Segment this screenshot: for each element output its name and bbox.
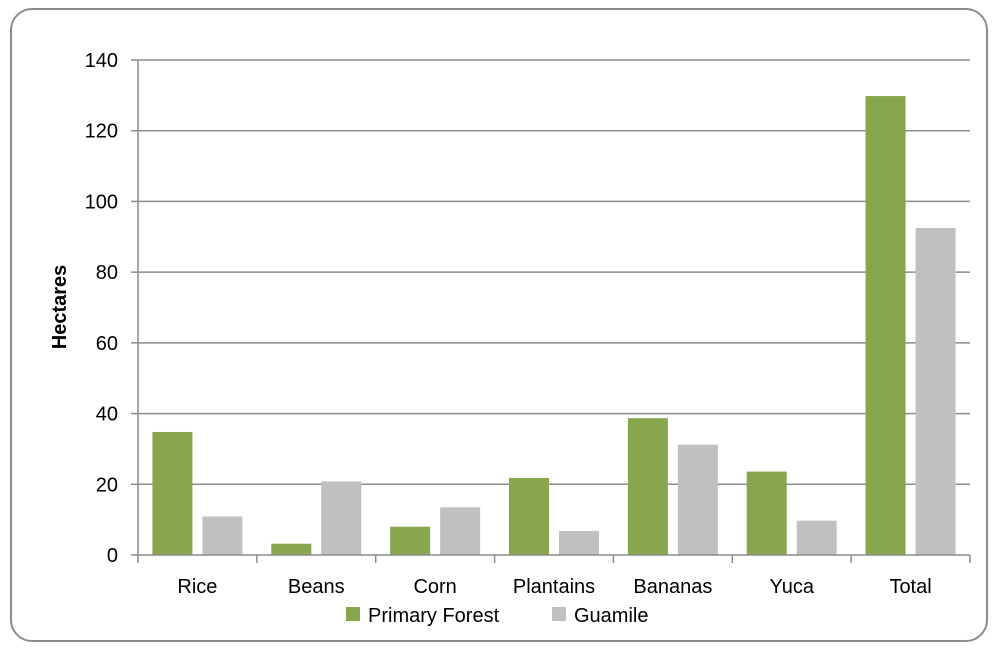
y-tick-label: 60 [96,333,118,355]
bar-primary-forest-rice [152,431,193,555]
y-tick-label: 0 [107,545,118,567]
y-tick-label: 80 [96,262,118,284]
x-tick-labels: Rice Beans Corn Plantains Bananas Yuca Total [177,576,931,598]
y-tick-label: 120 [85,121,118,143]
bar-guamile-beans [321,481,362,555]
y-axis-label: Hectares [49,265,71,350]
bar-guamile-yuca [796,520,837,555]
y-tick-label: 20 [96,474,118,496]
bar-primary-forest-beans [271,543,312,555]
legend-label: Guamile [574,605,648,627]
bar-guamile-rice [202,516,243,555]
legend-swatch [346,607,360,621]
x-tick-label: Bananas [633,576,712,598]
legend-swatch [552,607,566,621]
bars [152,96,956,556]
y-tick-labels: 0 20 40 60 80 100 120 140 [85,50,118,567]
x-tick-label: Beans [288,576,345,598]
y-tick-label: 140 [85,50,118,72]
bar-primary-forest-plantains [509,477,549,555]
x-tick-label: Total [889,576,931,598]
bar-primary-forest-corn [390,526,431,555]
legend-label: Primary Forest [368,605,500,627]
bar-guamile-plantains [559,530,599,555]
x-tick-label: Corn [413,576,456,598]
x-tick-label: Yuca [769,576,814,598]
x-tick-label: Plantains [513,576,595,598]
bar-primary-forest-yuca [746,471,787,555]
bar-primary-forest-total [865,96,906,556]
axes [137,60,971,563]
bar-guamile-total [915,227,956,556]
bar-guamile-corn [440,507,481,555]
y-tick-label: 40 [96,404,118,426]
x-tick-label: Rice [177,576,217,598]
bar-guamile-bananas [677,444,718,555]
y-tick-label: 100 [85,191,118,213]
legend: Primary Forest Guamile [346,605,648,627]
bar-primary-forest-bananas [627,418,668,555]
gridlines [131,59,970,556]
